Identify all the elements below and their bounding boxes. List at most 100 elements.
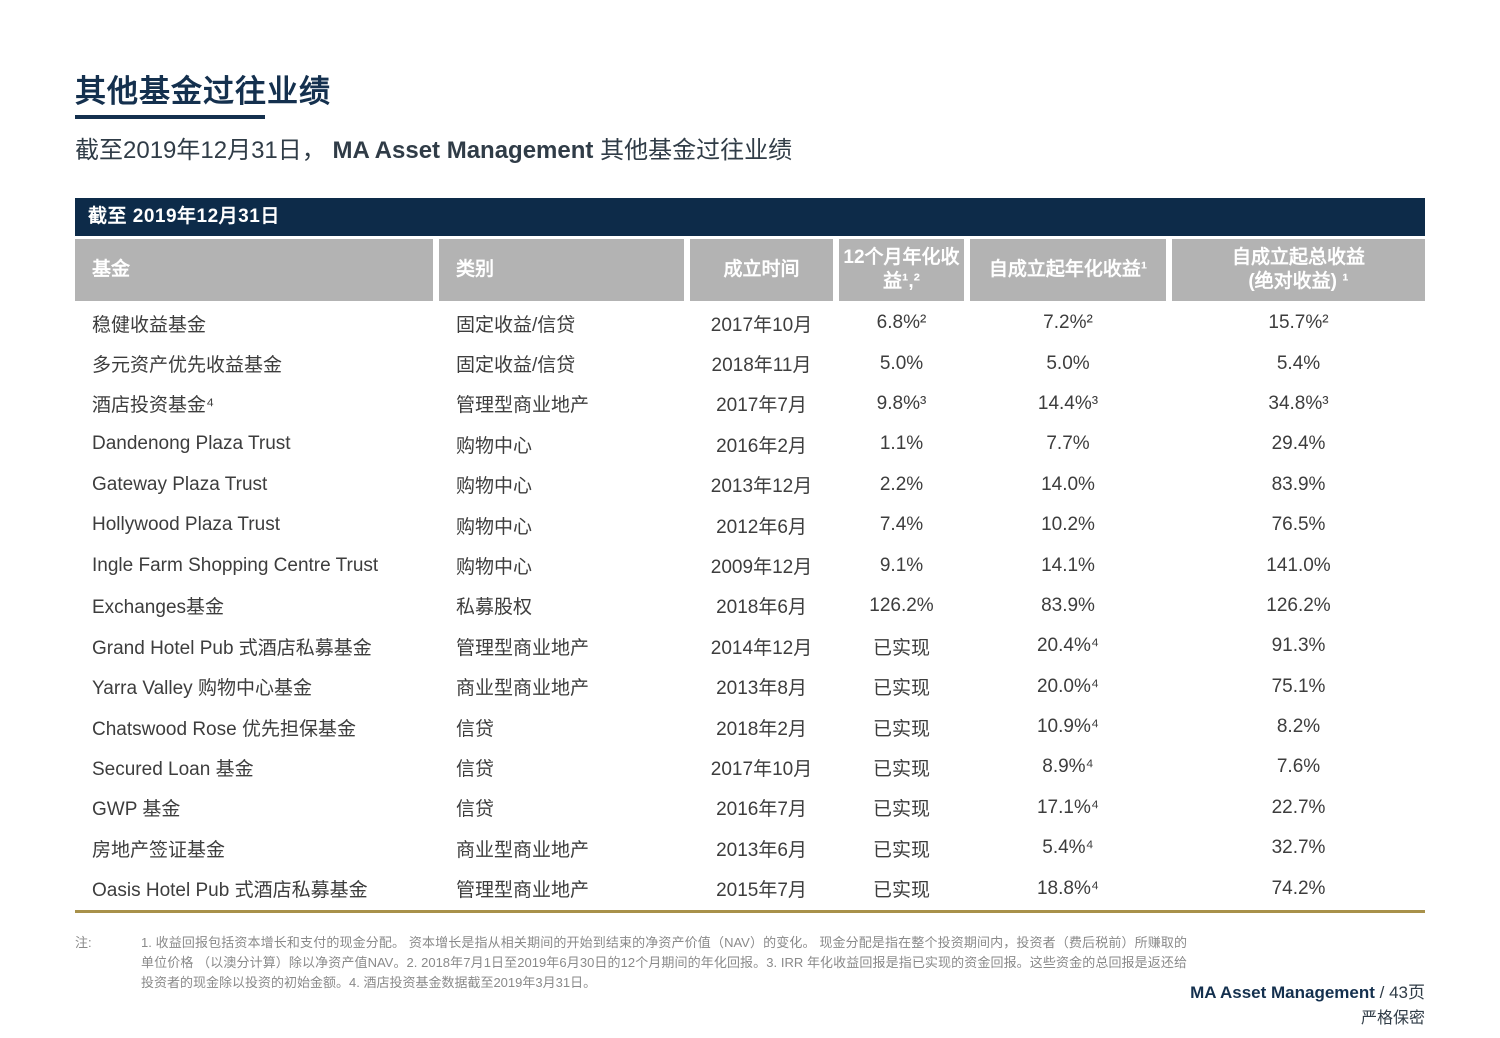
since-inception-total-return: 76.5% — [1271, 514, 1326, 536]
table-row: 多元资产优先收益基金 固定收益/信贷 2018年11月 5.0% 5.0% 5.4% — [75, 343, 1425, 383]
inception-date: 2016年2月 — [716, 435, 807, 457]
category: 购物中心 — [456, 557, 533, 579]
table-row: GWP 基金 信贷 2016年7月 已实现 17.1%⁴ 22.7% — [75, 788, 1425, 828]
inception-date: 2017年7月 — [716, 395, 807, 417]
fund-name: Hollywood Plaza Trust — [92, 514, 280, 536]
table-row: Secured Loan 基金 信贷 2017年10月 已实现 8.9%⁴ 7.6% — [75, 747, 1425, 787]
since-inception-annualized-return: 10.2% — [1041, 514, 1095, 536]
footnote: 注: 1. 收益回报包括资本增长和支付的现金分配。 资本增长是指从相关期间的开始… — [75, 933, 1187, 993]
inception-date: 2009年12月 — [710, 557, 813, 579]
twelve-month-return: 1.1% — [879, 433, 924, 455]
twelve-month-return: 已实现 — [872, 839, 930, 861]
fund-name: GWP 基金 — [92, 799, 181, 821]
since-inception-annualized-return: 83.9% — [1041, 594, 1095, 616]
performance-table: 截至 2019年12月31日 基金 类别 成立时间 12个月年化收 益¹,² 自… — [75, 198, 1425, 913]
since-inception-annualized-return: 7.2%² — [1043, 312, 1093, 334]
since-inception-total-return: 29.4% — [1271, 433, 1326, 455]
fund-name: 多元资产优先收益基金 — [92, 355, 283, 377]
inception-date: 2015年7月 — [716, 880, 807, 902]
category: 管理型商业地产 — [456, 637, 590, 659]
since-inception-annualized-return: 5.4%⁴ — [1042, 837, 1094, 859]
inception-date: 2012年6月 — [716, 516, 807, 538]
table-bottom-rule — [75, 909, 1425, 913]
subtitle-date: 截至2019年12月31日， — [75, 137, 333, 164]
category: 购物中心 — [456, 516, 533, 538]
since-inception-total-return: 91.3% — [1271, 635, 1326, 657]
since-inception-total-return: 32.7% — [1271, 837, 1326, 859]
inception-date: 2013年6月 — [716, 839, 807, 861]
inception-date: 2013年8月 — [716, 678, 807, 700]
fund-name: Oasis Hotel Pub 式酒店私募基金 — [92, 880, 368, 902]
footer-confidential: 严格保密 — [1360, 1010, 1425, 1027]
table-row: Grand Hotel Pub 式酒店私募基金 管理型商业地产 2014年12月 已实… — [75, 626, 1425, 666]
since-inception-annualized-return: 17.1%⁴ — [1036, 796, 1100, 818]
since-inception-total-return: 8.2% — [1276, 716, 1321, 738]
since-inception-total-return: 126.2% — [1266, 594, 1331, 616]
table-header-row: 基金 类别 成立时间 12个月年化收 益¹,² 自成立起年化收益¹ 自成立起总收… — [75, 239, 1425, 301]
footer-brand-line: MA Asset Management / 43页 — [1190, 978, 1425, 1003]
subtitle-brand: MA Asset Management — [332, 137, 594, 164]
table-row: Dandenong Plaza Trust 购物中心 2016年2月 1.1% 7.7%… — [75, 424, 1425, 464]
twelve-month-return: 已实现 — [872, 678, 930, 700]
fund-name: Chatswood Rose 优先担保基金 — [92, 718, 356, 740]
table-row: Chatswood Rose 优先担保基金 信贷 2018年2月 已实现 10.9%⁴ 8… — [75, 707, 1425, 747]
twelve-month-return: 7.4% — [879, 514, 924, 536]
category: 商业型商业地产 — [456, 839, 590, 861]
twelve-month-return: 6.8%² — [876, 312, 927, 334]
fund-name: Dandenong Plaza Trust — [92, 433, 291, 455]
column-header-inception: 成立时间 — [690, 239, 833, 301]
category: 固定收益/信贷 — [456, 355, 576, 377]
category: 信贷 — [456, 758, 495, 780]
since-inception-total-return: 141.0% — [1266, 554, 1331, 576]
category: 商业型商业地产 — [456, 678, 590, 700]
inception-date: 2016年7月 — [716, 799, 807, 821]
table-banner: 截至 2019年12月31日 — [75, 198, 1425, 236]
since-inception-total-return: 83.9% — [1271, 473, 1326, 495]
twelve-month-return: 已实现 — [872, 718, 930, 740]
inception-date: 2018年6月 — [716, 597, 807, 619]
twelve-month-return: 已实现 — [872, 758, 930, 780]
category: 私募股权 — [456, 597, 533, 619]
page-subtitle: 截至2019年12月31日， MA Asset Management 其他基金过… — [75, 130, 792, 165]
since-inception-total-return: 74.2% — [1271, 877, 1326, 899]
category: 信贷 — [456, 718, 495, 740]
table-body: 稳健收益基金 固定收益/信贷 2017年10月 6.8%² 7.2%² 15.7%² 多元资… — [75, 303, 1425, 909]
since-inception-annualized-return: 20.0%⁴ — [1036, 675, 1100, 697]
fund-name: 房地产签证基金 — [92, 839, 226, 861]
table-row: Ingle Farm Shopping Centre Trust 购物中心 2009… — [75, 545, 1425, 585]
table-row: Hollywood Plaza Trust 购物中心 2012年6月 7.4% 10.2… — [75, 505, 1425, 545]
table-row: Exchanges基金 私募股权 2018年6月 126.2% 83.9% 126.2% — [75, 586, 1425, 626]
inception-date: 2017年10月 — [710, 314, 813, 336]
inception-date: 2014年12月 — [710, 637, 813, 659]
since-inception-annualized-return: 14.0% — [1041, 473, 1095, 495]
since-inception-annualized-return: 7.7% — [1046, 433, 1090, 455]
since-inception-total-return: 15.7%² — [1268, 312, 1329, 334]
footnote-label: 注: — [75, 935, 92, 950]
category: 固定收益/信贷 — [456, 314, 576, 336]
column-header-12m-return: 12个月年化收 益¹,² — [839, 239, 964, 301]
table-row: Yarra Valley 购物中心基金 商业型商业地产 2013年8月 已实现 20.0… — [75, 667, 1425, 707]
category: 管理型商业地产 — [456, 880, 590, 902]
table-row: Gateway Plaza Trust 购物中心 2013年12月 2.2% 14.0%… — [75, 465, 1425, 505]
footnote-text: 1. 收益回报包括资本增长和支付的现金分配。 资本增长是指从相关期间的开始到结束… — [141, 935, 1187, 991]
fund-name: Yarra Valley 购物中心基金 — [92, 678, 312, 700]
twelve-month-return: 已实现 — [872, 880, 930, 902]
fund-name: Gateway Plaza Trust — [92, 473, 268, 495]
category: 购物中心 — [456, 435, 533, 457]
inception-date: 2013年12月 — [710, 476, 813, 498]
fund-name: 酒店投资基金⁴ — [92, 395, 215, 417]
fund-name: Ingle Farm Shopping Centre Trust — [92, 554, 379, 576]
since-inception-annualized-return: 20.4%⁴ — [1036, 635, 1100, 657]
twelve-month-return: 已实现 — [872, 637, 930, 659]
fund-name: Grand Hotel Pub 式酒店私募基金 — [92, 637, 372, 659]
table-row: 房地产签证基金 商业型商业地产 2013年6月 已实现 5.4%⁴ 32.7% — [75, 828, 1425, 868]
inception-date: 2018年11月 — [711, 355, 812, 377]
footer-brand: MA Asset Management — [1190, 983, 1375, 1002]
since-inception-annualized-return: 5.0% — [1046, 352, 1090, 374]
since-inception-total-return: 34.8%³ — [1268, 392, 1329, 414]
since-inception-annualized-return: 10.9%⁴ — [1036, 716, 1100, 738]
column-header-fund: 基金 — [75, 239, 433, 301]
inception-date: 2017年10月 — [710, 758, 813, 780]
since-inception-annualized-return: 14.4%³ — [1037, 392, 1099, 414]
